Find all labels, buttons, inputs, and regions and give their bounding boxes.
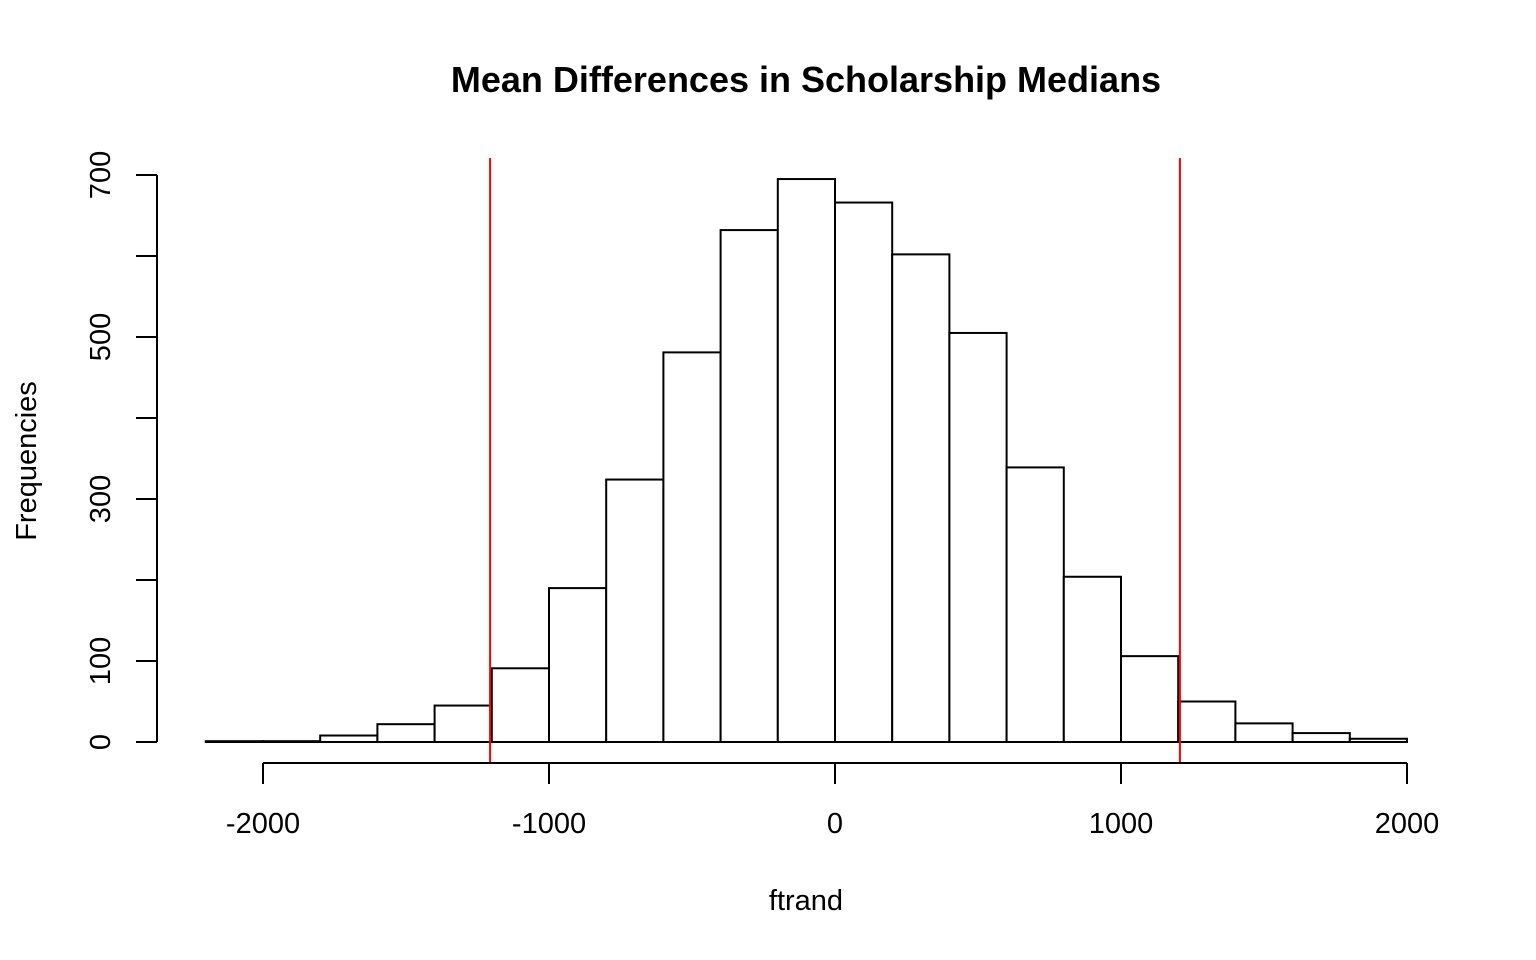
histogram-bar — [834, 201, 894, 744]
histogram-bar — [1120, 655, 1180, 744]
histogram-bar — [1291, 732, 1351, 744]
histogram-bar — [1062, 575, 1123, 744]
y-axis-label: Frequencies — [11, 381, 43, 541]
histogram-bar — [948, 331, 1008, 743]
histogram-bar — [376, 723, 436, 743]
histogram-bar — [891, 253, 951, 743]
x-tick-label: 1000 — [1089, 808, 1154, 840]
x-axis: -2000 -1000 0 1000 2000 — [226, 762, 1440, 840]
histogram-bar — [204, 740, 265, 744]
histogram-bar — [262, 740, 322, 744]
histogram-bar — [1234, 722, 1294, 743]
histogram-bar — [433, 704, 493, 743]
histogram-bar — [319, 734, 379, 744]
histogram-bar — [719, 229, 779, 744]
x-tick-label: -1000 — [512, 808, 586, 840]
y-axis: 0 100 300 500 700 — [85, 151, 158, 750]
chart-title: Mean Differences in Scholarship Medians — [451, 59, 1161, 100]
histogram-bar — [548, 587, 608, 743]
x-tick-label: 0 — [827, 808, 843, 840]
histogram-bar — [1177, 700, 1237, 743]
reference-lines-group — [489, 158, 1181, 763]
x-tick-label: 2000 — [1375, 808, 1440, 840]
bars-group — [204, 178, 1409, 744]
histogram-bar — [605, 478, 665, 743]
y-tick-label: 500 — [85, 313, 117, 361]
x-tick-label: -2000 — [226, 808, 300, 840]
x-axis-label: ftrand — [769, 885, 843, 917]
histogram-bar — [776, 178, 836, 744]
histogram-bar — [1348, 737, 1409, 744]
histogram-bar — [490, 667, 550, 743]
y-tick-label: 100 — [85, 637, 117, 685]
y-tick-label: 0 — [85, 734, 117, 750]
y-tick-label: 300 — [85, 475, 117, 523]
histogram-bar — [662, 351, 722, 743]
histogram-bar — [1005, 466, 1065, 743]
y-tick-label: 700 — [85, 151, 117, 199]
